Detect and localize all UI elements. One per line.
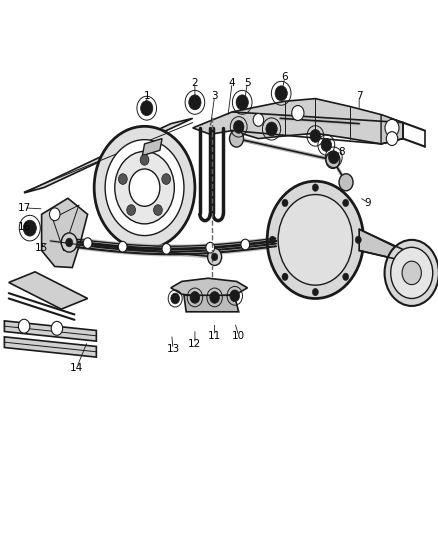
Circle shape xyxy=(328,151,339,164)
Circle shape xyxy=(162,244,171,254)
Circle shape xyxy=(343,273,349,280)
Circle shape xyxy=(51,321,63,335)
Circle shape xyxy=(402,261,421,285)
Circle shape xyxy=(189,95,201,110)
Text: 4: 4 xyxy=(229,78,236,87)
Text: 11: 11 xyxy=(208,331,221,341)
Circle shape xyxy=(171,293,180,304)
Circle shape xyxy=(310,130,321,142)
Circle shape xyxy=(105,140,184,236)
Circle shape xyxy=(339,174,353,191)
Circle shape xyxy=(162,174,170,184)
Circle shape xyxy=(23,220,36,236)
Circle shape xyxy=(212,253,218,261)
Circle shape xyxy=(140,155,149,165)
Circle shape xyxy=(236,95,248,110)
Circle shape xyxy=(253,114,264,126)
Circle shape xyxy=(18,319,30,333)
Text: 5: 5 xyxy=(244,78,251,87)
Circle shape xyxy=(141,101,153,116)
Circle shape xyxy=(49,208,60,221)
Circle shape xyxy=(129,169,160,206)
Text: 15: 15 xyxy=(35,243,48,253)
Circle shape xyxy=(230,130,244,147)
Text: 9: 9 xyxy=(364,198,371,207)
Polygon shape xyxy=(4,321,96,341)
Circle shape xyxy=(312,184,318,191)
Circle shape xyxy=(127,205,135,215)
Circle shape xyxy=(233,120,244,133)
Circle shape xyxy=(208,248,222,265)
Circle shape xyxy=(355,236,361,244)
Polygon shape xyxy=(42,198,88,268)
Circle shape xyxy=(321,139,332,151)
Circle shape xyxy=(266,122,277,136)
Text: 16: 16 xyxy=(18,222,31,231)
Text: 10: 10 xyxy=(232,331,245,341)
Circle shape xyxy=(278,195,353,285)
Circle shape xyxy=(190,292,200,303)
Circle shape xyxy=(312,288,318,296)
Circle shape xyxy=(275,86,287,101)
Circle shape xyxy=(391,247,433,298)
Circle shape xyxy=(292,106,304,120)
Text: 12: 12 xyxy=(188,339,201,349)
Text: 6: 6 xyxy=(281,72,288,82)
Circle shape xyxy=(119,174,127,184)
Polygon shape xyxy=(24,118,193,193)
Text: 1: 1 xyxy=(143,91,150,101)
Circle shape xyxy=(282,199,288,207)
Polygon shape xyxy=(9,272,88,309)
Circle shape xyxy=(241,239,250,250)
Circle shape xyxy=(385,119,399,136)
Text: 2: 2 xyxy=(191,78,198,87)
Circle shape xyxy=(326,151,340,168)
Polygon shape xyxy=(184,295,239,312)
Circle shape xyxy=(94,126,195,249)
Text: 17: 17 xyxy=(18,203,31,213)
Polygon shape xyxy=(193,99,403,144)
Circle shape xyxy=(61,233,77,252)
Circle shape xyxy=(269,236,276,244)
Circle shape xyxy=(154,205,162,215)
Text: 14: 14 xyxy=(70,363,83,373)
Text: 7: 7 xyxy=(356,91,363,101)
Text: 13: 13 xyxy=(166,344,180,354)
Circle shape xyxy=(230,290,240,302)
Circle shape xyxy=(115,151,174,224)
Circle shape xyxy=(210,292,219,303)
Circle shape xyxy=(118,241,127,252)
Circle shape xyxy=(66,238,73,247)
Circle shape xyxy=(282,273,288,280)
Circle shape xyxy=(386,132,398,146)
Text: 3: 3 xyxy=(211,91,218,101)
Circle shape xyxy=(83,238,92,248)
Circle shape xyxy=(343,199,349,207)
Polygon shape xyxy=(171,278,247,297)
Polygon shape xyxy=(142,139,162,156)
Circle shape xyxy=(206,243,215,253)
Text: 8: 8 xyxy=(338,147,345,157)
Circle shape xyxy=(267,181,364,298)
Circle shape xyxy=(385,240,438,306)
Polygon shape xyxy=(359,229,405,261)
Polygon shape xyxy=(381,115,403,144)
Polygon shape xyxy=(4,337,96,357)
